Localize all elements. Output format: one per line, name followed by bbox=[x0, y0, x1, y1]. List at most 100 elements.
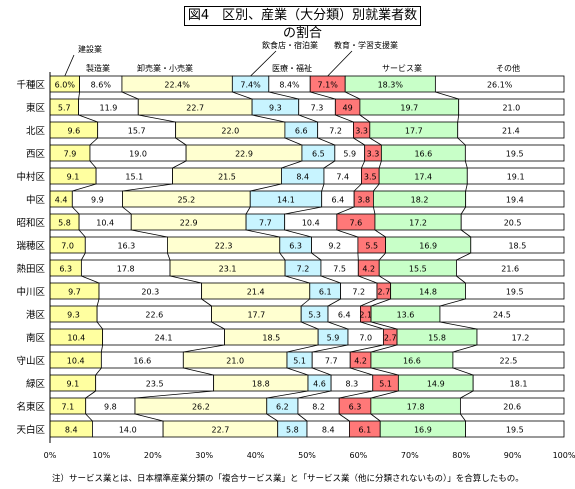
connector-line bbox=[131, 229, 168, 238]
connector-line bbox=[359, 114, 371, 123]
data-label: 16.9 bbox=[414, 426, 432, 435]
connector-line bbox=[465, 183, 468, 192]
connector-line bbox=[245, 206, 251, 215]
data-label: 9.3 bbox=[67, 311, 80, 320]
connector-line bbox=[134, 390, 214, 399]
connector-line bbox=[460, 390, 474, 399]
data-label: 7.3 bbox=[311, 104, 324, 113]
connector-line bbox=[175, 137, 187, 146]
bar-segment bbox=[466, 167, 565, 185]
connector-line bbox=[284, 229, 312, 238]
connector-line bbox=[286, 344, 319, 353]
connector-line bbox=[360, 298, 378, 307]
connector-line bbox=[370, 390, 399, 399]
data-label: 10.4 bbox=[302, 219, 320, 228]
data-label: 17.4 bbox=[414, 173, 432, 182]
x-tick-label: 20% bbox=[144, 451, 162, 460]
connector-line bbox=[183, 344, 225, 353]
connector-line bbox=[81, 252, 86, 261]
data-label: 7.0 bbox=[359, 334, 372, 343]
data-label: 5.1 bbox=[379, 380, 392, 389]
connector-line bbox=[284, 137, 303, 146]
connector-line bbox=[78, 91, 80, 100]
connector-line bbox=[456, 275, 466, 284]
connector-line bbox=[201, 298, 212, 307]
connector-line bbox=[378, 252, 386, 261]
data-label: 23.1 bbox=[219, 265, 237, 274]
data-label: 21.4 bbox=[502, 127, 520, 136]
data-label: 7.1 bbox=[61, 403, 74, 412]
data-label: 7.5 bbox=[333, 265, 346, 274]
connector-line bbox=[460, 229, 472, 238]
connector-line bbox=[378, 160, 382, 169]
data-label: 7.2 bbox=[352, 288, 365, 297]
connector-line bbox=[317, 137, 335, 146]
connector-line bbox=[72, 206, 80, 215]
connector-line bbox=[167, 252, 171, 261]
data-label: 14.9 bbox=[427, 380, 445, 389]
connector-line bbox=[457, 137, 466, 146]
data-label: 7.1% bbox=[318, 81, 339, 90]
connector-line bbox=[350, 367, 373, 376]
connector-line bbox=[439, 321, 478, 330]
data-label: 9.1 bbox=[67, 173, 80, 182]
connector-line bbox=[321, 183, 325, 192]
connector-line bbox=[172, 160, 187, 169]
data-label: 5.5 bbox=[365, 242, 378, 251]
data-label: 5.1 bbox=[293, 357, 306, 366]
data-label: 3.5 bbox=[364, 173, 377, 182]
data-label: 22.7 bbox=[212, 426, 230, 435]
data-label: 6.5 bbox=[312, 150, 325, 159]
connector-line bbox=[457, 114, 460, 123]
data-label: 10.4 bbox=[67, 357, 85, 366]
connector-line bbox=[353, 137, 365, 146]
bar-segment bbox=[458, 98, 565, 116]
connector-line bbox=[286, 367, 309, 376]
category-label: 千種区 bbox=[16, 80, 45, 91]
data-label: 17.7 bbox=[247, 311, 265, 320]
data-label: 17.8 bbox=[407, 403, 425, 412]
data-label: 3.3 bbox=[355, 127, 368, 136]
connector-line bbox=[327, 321, 349, 330]
data-label: 24.5 bbox=[493, 311, 511, 320]
data-label: 19.1 bbox=[507, 173, 525, 182]
category-label: 熱田区 bbox=[16, 263, 45, 275]
category-label: 守山区 bbox=[16, 355, 45, 367]
connector-line bbox=[281, 160, 303, 169]
connector-line bbox=[266, 413, 278, 422]
data-label: 7.7 bbox=[259, 219, 272, 228]
data-label: 22.4% bbox=[164, 81, 190, 90]
data-label: 19.4 bbox=[506, 196, 524, 205]
footnote: 注）サービス業とは、日本標準産業分類の「複合サービス業」と「サービス業（他に分類… bbox=[52, 474, 524, 484]
connector-line bbox=[320, 275, 341, 284]
connector-line bbox=[284, 275, 310, 284]
data-label: 4.2 bbox=[354, 357, 367, 366]
data-label: 5.9 bbox=[327, 334, 340, 343]
data-label: 19.7 bbox=[400, 104, 418, 113]
connector-line bbox=[138, 114, 176, 123]
data-label: 20.5 bbox=[504, 219, 522, 228]
bar-segment bbox=[476, 328, 565, 346]
data-label: 15.5 bbox=[409, 265, 427, 274]
legend-label: 製造業 bbox=[86, 63, 110, 73]
connector-line bbox=[78, 114, 98, 123]
data-label: 26.2 bbox=[192, 403, 210, 412]
data-label: 14.0 bbox=[119, 426, 137, 435]
data-label: 18.5 bbox=[262, 334, 280, 343]
data-label: 16.9 bbox=[419, 242, 437, 251]
connector-line bbox=[370, 321, 398, 330]
bar-segment bbox=[472, 374, 565, 392]
data-label: 4.6 bbox=[313, 380, 326, 389]
data-label: 7.4% bbox=[240, 81, 261, 90]
connector-line bbox=[183, 367, 214, 376]
data-label: 7.6 bbox=[350, 219, 363, 228]
data-label: 10.4 bbox=[67, 334, 85, 343]
legend-label: その他 bbox=[496, 63, 520, 73]
connector-line bbox=[89, 160, 97, 169]
connector-line bbox=[78, 229, 86, 238]
connector-line bbox=[279, 252, 286, 261]
connector-line bbox=[284, 206, 322, 215]
connector-line bbox=[312, 344, 349, 353]
data-label: 17.2 bbox=[512, 334, 530, 343]
legend-label: 建設業 bbox=[78, 44, 102, 54]
